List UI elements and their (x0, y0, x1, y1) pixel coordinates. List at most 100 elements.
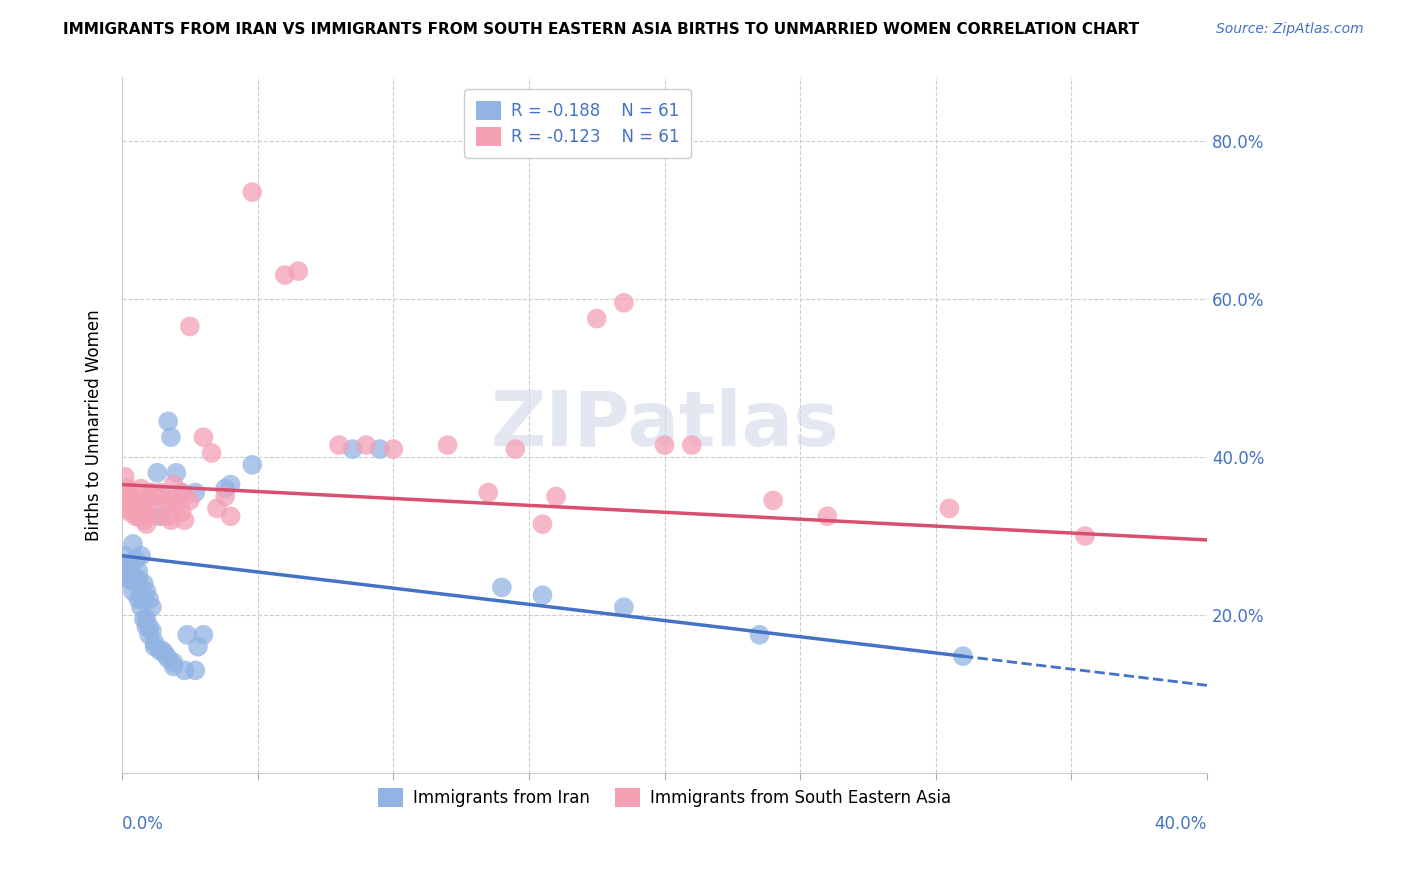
Point (585, 311, 607, 326)
Point (122, 537, 145, 551)
Point (155, 648, 177, 662)
Point (141, 600, 163, 615)
Point (240, 458, 263, 472)
Point (143, 640, 166, 654)
Point (138, 592, 160, 607)
Point (613, 600, 636, 615)
Point (179, 493, 201, 508)
Point (165, 466, 187, 480)
Point (117, 568, 139, 582)
Text: IMMIGRANTS FROM IRAN VS IMMIGRANTS FROM SOUTH EASTERN ASIA BIRTHS TO UNMARRIED W: IMMIGRANTS FROM IRAN VS IMMIGRANTS FROM … (63, 22, 1139, 37)
Y-axis label: Births to Unmarried Women: Births to Unmarried Women (86, 310, 103, 541)
Point (176, 628, 198, 642)
Point (138, 628, 160, 642)
Point (114, 469, 136, 483)
Point (354, 438, 377, 452)
Point (143, 636, 166, 650)
Point (382, 442, 405, 456)
Point (531, 517, 554, 532)
Point (135, 517, 157, 532)
Point (129, 600, 152, 615)
Point (762, 493, 785, 508)
Point (157, 651, 180, 665)
Text: Source: ZipAtlas.com: Source: ZipAtlas.com (1216, 22, 1364, 37)
Point (117, 501, 139, 516)
Point (127, 501, 149, 516)
Point (146, 490, 169, 504)
Point (138, 485, 160, 500)
Point (132, 612, 155, 626)
Point (138, 505, 160, 519)
Point (132, 592, 155, 607)
Point (127, 573, 149, 587)
Point (491, 581, 513, 595)
Point (531, 588, 554, 602)
Point (200, 446, 222, 460)
Point (152, 643, 174, 657)
Point (160, 493, 183, 508)
Point (219, 509, 242, 524)
Point (120, 485, 142, 500)
Point (122, 568, 145, 582)
Point (287, 264, 309, 278)
Point (120, 497, 142, 511)
Point (124, 573, 146, 587)
Point (214, 490, 236, 504)
Point (815, 509, 838, 524)
Point (170, 505, 193, 519)
Point (162, 659, 184, 673)
Point (173, 664, 195, 678)
Point (122, 584, 145, 599)
Point (117, 482, 139, 496)
Point (328, 438, 350, 452)
Point (129, 549, 152, 563)
Point (184, 485, 207, 500)
Point (149, 509, 172, 524)
Point (135, 620, 157, 634)
Point (120, 560, 142, 574)
Point (654, 438, 676, 452)
Point (938, 501, 960, 516)
Point (240, 185, 263, 199)
Point (135, 612, 157, 626)
Point (219, 477, 242, 491)
Point (132, 513, 155, 527)
Point (173, 513, 195, 527)
Legend: Immigrants from Iran, Immigrants from South Eastern Asia: Immigrants from Iran, Immigrants from So… (368, 778, 962, 817)
Point (193, 430, 215, 444)
Point (120, 573, 142, 587)
Point (149, 509, 172, 524)
Point (146, 466, 169, 480)
Point (132, 493, 155, 508)
Point (165, 497, 187, 511)
Point (141, 624, 163, 638)
Point (127, 509, 149, 524)
Point (124, 576, 146, 591)
Point (477, 485, 499, 500)
Point (157, 493, 180, 508)
Point (122, 501, 145, 516)
Point (127, 592, 149, 607)
Point (162, 656, 184, 670)
Point (544, 490, 567, 504)
Point (436, 438, 458, 452)
Point (179, 319, 201, 334)
Point (368, 442, 391, 456)
Point (122, 493, 145, 508)
Point (124, 552, 146, 566)
Point (162, 477, 184, 491)
Point (117, 557, 139, 571)
Point (135, 584, 157, 599)
Point (681, 438, 703, 452)
Point (170, 485, 193, 500)
Point (120, 565, 142, 579)
Text: 0.0%: 0.0% (122, 815, 165, 833)
Point (160, 430, 183, 444)
Point (157, 509, 180, 524)
Point (146, 490, 169, 504)
Text: ZIPatlas: ZIPatlas (491, 388, 839, 462)
Point (149, 643, 172, 657)
Point (135, 497, 157, 511)
Point (342, 442, 364, 456)
Point (124, 497, 146, 511)
